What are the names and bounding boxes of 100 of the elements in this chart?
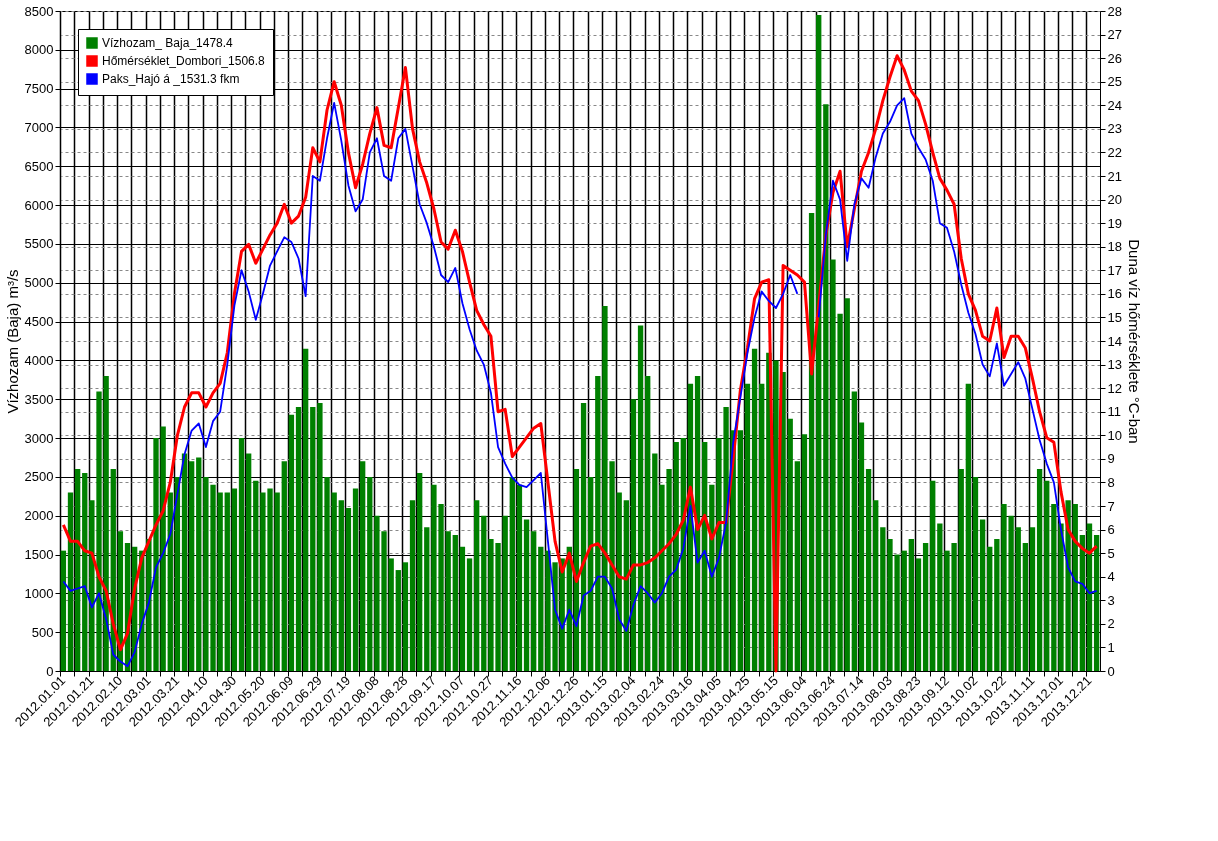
bar xyxy=(445,531,451,671)
bar xyxy=(979,519,986,671)
bar xyxy=(908,539,915,671)
bar xyxy=(345,507,352,671)
bar xyxy=(288,414,295,671)
bar xyxy=(238,438,245,671)
bar xyxy=(367,476,373,671)
bar xyxy=(865,469,872,671)
bar xyxy=(637,325,644,671)
y2-tick-label: 26 xyxy=(1107,50,1122,66)
bar xyxy=(1036,469,1043,671)
bar xyxy=(245,453,252,671)
bar xyxy=(851,391,858,671)
bar xyxy=(801,434,808,671)
y-tick-label: 4500 xyxy=(24,314,54,330)
y2-axis-title: Duna víz hőmérséklete °C-ban xyxy=(1125,239,1143,444)
y-tick-label: 8500 xyxy=(24,3,54,19)
bar xyxy=(794,461,801,671)
bar xyxy=(310,407,316,671)
y2-tick-label: 12 xyxy=(1107,380,1122,396)
y2-tick-label: 5 xyxy=(1107,545,1115,561)
y2-tick-label: 6 xyxy=(1107,522,1115,538)
y2-tick-label: 3 xyxy=(1107,592,1115,608)
y2-tick-label: 9 xyxy=(1107,451,1115,467)
y2-tick-label: 27 xyxy=(1107,27,1122,43)
y2-tick-label: 0 xyxy=(1107,663,1115,679)
bar xyxy=(359,461,366,671)
bar xyxy=(74,469,81,671)
y-tick-label: 4000 xyxy=(24,352,54,368)
bar xyxy=(181,453,188,671)
y2-tick-label: 8 xyxy=(1107,474,1115,490)
bar xyxy=(253,480,259,671)
bar xyxy=(452,535,458,671)
y2-tick-label: 13 xyxy=(1107,357,1122,373)
y2-tick-label: 10 xyxy=(1107,427,1122,443)
bar xyxy=(224,492,230,671)
bar xyxy=(787,418,793,671)
legend-label: Hőmérséklet_Dombori_1506.8 xyxy=(102,54,266,68)
y-tick-label: 2000 xyxy=(24,508,54,524)
bar xyxy=(630,399,637,671)
y2-tick-label: 1 xyxy=(1107,639,1115,655)
bar xyxy=(1044,480,1050,671)
bar xyxy=(987,546,993,671)
y2-tick-label: 21 xyxy=(1107,168,1122,184)
y-tick-label: 500 xyxy=(31,624,54,640)
y2-tick-label: 7 xyxy=(1107,498,1115,514)
bar xyxy=(516,484,523,671)
bar xyxy=(60,550,67,671)
bar xyxy=(922,542,929,671)
bar xyxy=(509,476,515,671)
y-tick-label: 7500 xyxy=(24,81,54,97)
bar xyxy=(424,527,430,671)
bar xyxy=(1029,527,1036,671)
y-tick-label: 5500 xyxy=(24,236,54,252)
y-tick-label: 0 xyxy=(46,663,54,679)
bar xyxy=(82,473,88,671)
y2-tick-label: 11 xyxy=(1107,404,1121,420)
bar xyxy=(409,500,416,671)
y-axis-title: Vízhozam (Baja) m³/s xyxy=(3,269,21,414)
bar xyxy=(466,558,473,671)
bar xyxy=(395,570,401,671)
bar xyxy=(1093,535,1100,671)
bar xyxy=(958,469,964,671)
bar xyxy=(1015,527,1021,671)
bar xyxy=(930,480,936,671)
y2-tick-label: 2 xyxy=(1107,616,1115,632)
y2-tick-label: 16 xyxy=(1107,286,1122,302)
bar xyxy=(751,348,758,671)
y-tick-label: 7000 xyxy=(24,119,54,135)
bar xyxy=(459,546,466,671)
bar xyxy=(759,383,765,671)
bar xyxy=(972,476,979,671)
bar xyxy=(67,492,74,671)
bar xyxy=(858,422,865,671)
bar xyxy=(531,531,537,671)
bar xyxy=(1086,523,1093,671)
y2-tick-label: 20 xyxy=(1107,192,1122,208)
legend-label: Vízhozam_ Baja_1478.4 xyxy=(102,36,234,50)
bar xyxy=(295,407,302,671)
bar xyxy=(196,457,202,671)
bar xyxy=(302,348,309,671)
y-tick-label: 8000 xyxy=(24,42,54,58)
y2-tick-label: 25 xyxy=(1107,74,1122,90)
bar xyxy=(417,473,423,671)
bar xyxy=(737,430,743,671)
y-tick-label: 6500 xyxy=(24,158,54,174)
bar xyxy=(481,515,487,671)
bar xyxy=(965,383,972,671)
y-tick-label: 1000 xyxy=(24,585,54,601)
bar xyxy=(595,375,601,671)
bar xyxy=(502,515,508,671)
bar xyxy=(231,488,238,671)
y-tick-label: 3000 xyxy=(24,430,54,446)
y-tick-label: 3500 xyxy=(24,391,54,407)
bar xyxy=(873,500,879,671)
y2-tick-label: 28 xyxy=(1107,3,1122,19)
bar xyxy=(352,488,359,671)
y2-tick-label: 18 xyxy=(1107,239,1122,255)
y2-tick-label: 23 xyxy=(1107,121,1122,137)
y2-tick-label: 24 xyxy=(1107,97,1122,113)
